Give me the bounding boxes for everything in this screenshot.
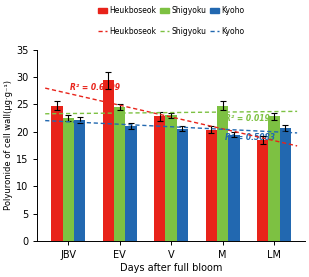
- Bar: [103, 80, 114, 241]
- Bar: [217, 106, 228, 241]
- Text: R² = 0.6599: R² = 0.6599: [70, 83, 120, 92]
- Text: R² = 0.019: R² = 0.019: [225, 114, 269, 123]
- X-axis label: Days after full bloom: Days after full bloom: [120, 263, 222, 273]
- Bar: [125, 126, 137, 241]
- Text: R² = 0.5083: R² = 0.5083: [225, 133, 275, 142]
- Bar: [51, 106, 63, 241]
- Bar: [228, 135, 239, 241]
- Bar: [257, 140, 268, 241]
- Bar: [114, 107, 125, 241]
- Bar: [154, 117, 166, 241]
- Bar: [74, 120, 85, 241]
- Bar: [280, 128, 291, 241]
- Legend: Heukboseok, Shigyoku, Kyoho: Heukboseok, Shigyoku, Kyoho: [98, 27, 245, 36]
- Bar: [268, 117, 280, 241]
- Bar: [166, 116, 177, 241]
- Bar: [177, 129, 188, 241]
- Bar: [63, 118, 74, 241]
- Y-axis label: Polyuronide of cell wall(μg·g⁻¹): Polyuronide of cell wall(μg·g⁻¹): [4, 80, 13, 211]
- Bar: [205, 130, 217, 241]
